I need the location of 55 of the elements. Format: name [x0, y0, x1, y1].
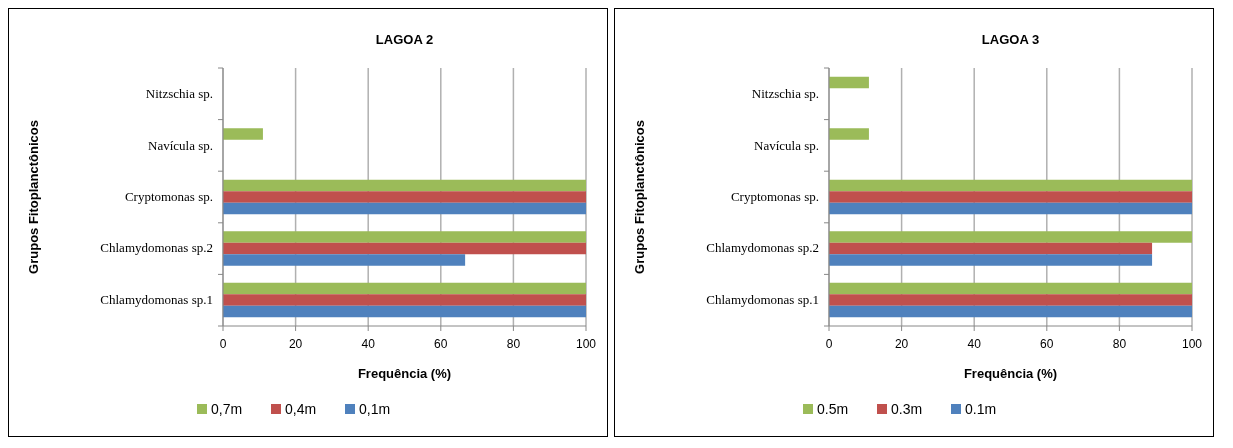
y-tick-label: Navícula sp. — [754, 137, 819, 153]
bar — [223, 231, 586, 243]
y-tick-label: Nitzschia sp. — [751, 86, 819, 102]
bar — [829, 254, 1153, 266]
legend-label: 0,4m — [285, 401, 317, 417]
legend-label: 0.3m — [891, 401, 923, 417]
x-axis-title: Frequência (%) — [357, 366, 452, 381]
bar — [829, 305, 1192, 318]
bar — [223, 282, 586, 295]
bar — [223, 294, 586, 306]
x-tick-label: 20 — [288, 337, 303, 351]
bar — [829, 282, 1192, 295]
x-tick-label: 100 — [575, 337, 597, 351]
bar — [223, 254, 466, 266]
bar — [829, 231, 1192, 243]
bar — [223, 202, 586, 215]
bar — [829, 191, 1192, 203]
chart-title: LAGOA 2 — [375, 32, 434, 47]
legend-label: 0.1m — [965, 401, 997, 417]
x-tick-label: 80 — [1112, 337, 1127, 351]
x-tick-label: 40 — [361, 337, 376, 351]
y-axis-title: Grupos Fitoplanctônicos — [26, 120, 41, 274]
chart-title: LAGOA 3 — [981, 32, 1040, 47]
x-tick-label: 100 — [1181, 337, 1203, 351]
x-tick-label: 80 — [506, 337, 521, 351]
x-tick-label: 40 — [967, 337, 982, 351]
y-tick-label: Chlamydomonas sp.2 — [100, 240, 213, 256]
bar — [829, 179, 1192, 192]
legend-label: 0.5m — [817, 401, 849, 417]
bar — [829, 202, 1192, 215]
bar — [223, 305, 586, 318]
y-tick-label: Cryptomonas sp. — [124, 189, 213, 204]
y-tick-label: Navícula sp. — [148, 137, 213, 153]
y-tick-label: Chlamydomonas sp.1 — [706, 291, 819, 307]
bar — [223, 179, 586, 192]
y-tick-label: Chlamydomonas sp.1 — [100, 291, 213, 307]
bar — [829, 76, 869, 89]
legend-label: 0,7m — [211, 401, 243, 417]
x-tick-label: 20 — [894, 337, 909, 351]
bar — [829, 128, 869, 140]
bar — [223, 191, 586, 203]
bar — [223, 242, 586, 255]
x-axis-title: Frequência (%) — [963, 366, 1058, 381]
x-tick-label: 0 — [219, 337, 227, 351]
x-tick-label: 60 — [1040, 337, 1054, 351]
bar — [829, 294, 1192, 306]
y-tick-label: Cryptomonas sp. — [730, 189, 819, 204]
y-axis-title: Grupos Fitoplanctônicos — [632, 120, 647, 274]
bar — [829, 242, 1153, 255]
x-tick-label: 0 — [825, 337, 833, 351]
y-tick-label: Nitzschia sp. — [145, 86, 213, 102]
x-tick-label: 60 — [434, 337, 448, 351]
bar — [223, 128, 263, 140]
legend-label: 0,1m — [359, 401, 391, 417]
y-tick-label: Chlamydomonas sp.2 — [706, 240, 819, 256]
